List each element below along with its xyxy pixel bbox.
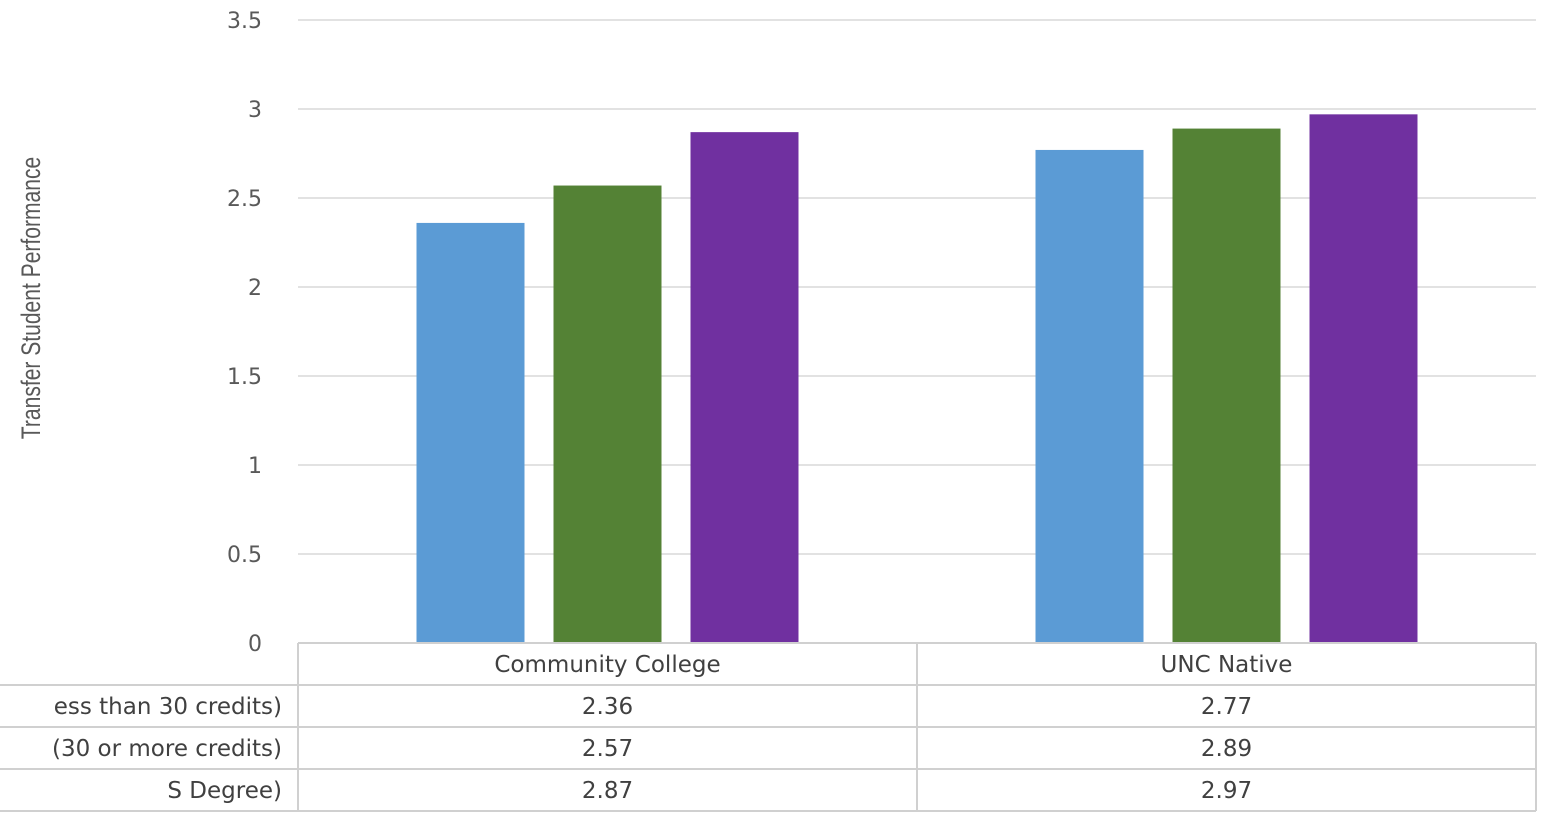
bar-2-2 (1172, 128, 1281, 643)
y-tick-label: 2.5 (227, 187, 262, 212)
y-tick-label: 3.5 (227, 9, 262, 34)
y-tick-label: 0.5 (227, 543, 262, 568)
y-tick-label: 2 (248, 276, 262, 301)
category-label: Community College (494, 652, 720, 678)
data-value-label: 2.87 (582, 778, 633, 804)
data-value-label: 2.97 (1201, 778, 1252, 804)
series-name: S Degree) (167, 778, 282, 804)
bar-2-1 (553, 185, 662, 644)
y-tick-label: 1 (248, 454, 262, 479)
y-axis-title: Transfer Student Performance (17, 157, 47, 439)
data-value-label: 2.36 (582, 694, 633, 720)
data-value-label: 2.89 (1201, 736, 1252, 762)
bars (416, 114, 1418, 644)
bar-1-1 (416, 222, 525, 644)
series-name: ess than 30 credits) (54, 694, 282, 720)
bar-3-1 (690, 132, 799, 643)
data-table: Community College UNC Native ess than 30 c… (0, 642, 1537, 812)
data-value-label: 2.57 (582, 736, 633, 762)
category-label: UNC Native (1161, 652, 1293, 678)
y-tick-label: 0 (248, 632, 262, 657)
data-value-label: 2.77 (1201, 694, 1252, 720)
y-tick-label: 3 (248, 98, 262, 123)
y-tick-label: 1.5 (227, 365, 262, 390)
series-name: (30 or more credits) (52, 736, 282, 762)
bar-1-2 (1035, 149, 1144, 643)
y-axis-tick-labels: 0 0.5 1 1.5 2 2.5 3 3.5 (227, 9, 262, 657)
bar-3-2 (1309, 114, 1418, 644)
